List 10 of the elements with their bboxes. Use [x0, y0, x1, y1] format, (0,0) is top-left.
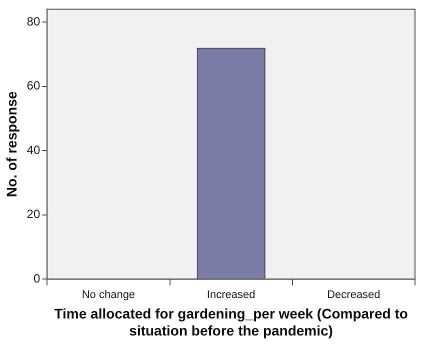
x-axis-title: Time allocated for gardening_per week (Compared to situation before the pandemic) [54, 306, 408, 338]
x-tick-label: Increased [206, 288, 256, 301]
y-tick-label: 0 [33, 272, 40, 286]
x-tick-label: Decreased [327, 288, 380, 301]
y-tick-label: 60 [26, 78, 40, 93]
y-tick-label: 40 [26, 142, 40, 157]
x-tick-label: No change [82, 288, 136, 301]
y-axis-title: No. of response [3, 91, 20, 198]
y-tick-label: 80 [26, 14, 40, 28]
y-tick-label: 20 [26, 207, 40, 222]
